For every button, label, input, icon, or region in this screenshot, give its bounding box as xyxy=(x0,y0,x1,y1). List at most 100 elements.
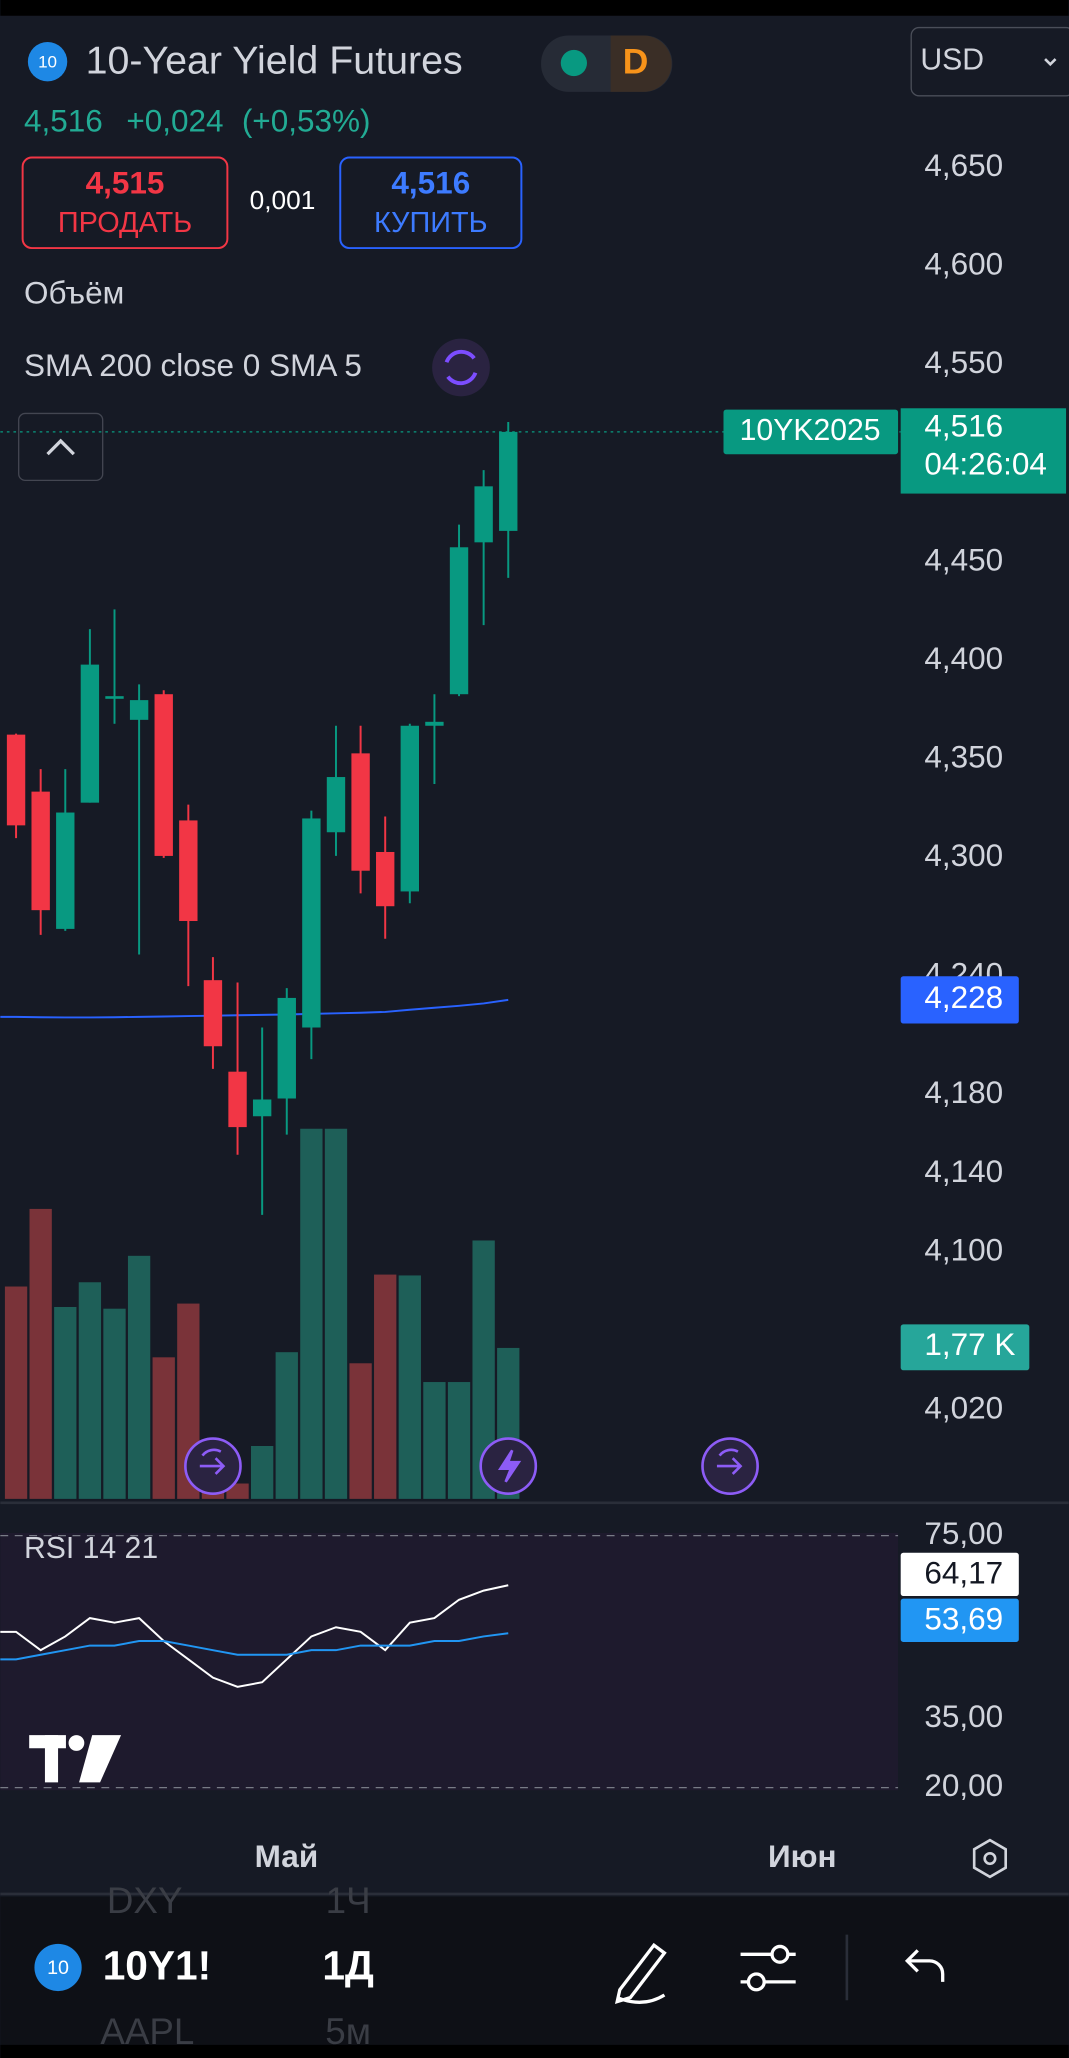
change-pct: (+0,53%) xyxy=(242,103,371,139)
y-tick-label: 4,550 xyxy=(924,344,1003,380)
undo-button[interactable] xyxy=(904,1949,945,1982)
sell-label: ПРОДАТЬ xyxy=(58,207,192,239)
volume-bar xyxy=(398,1275,421,1499)
volume-bar xyxy=(423,1382,446,1499)
volume-bar xyxy=(54,1306,77,1499)
toolbar-badge-text: 10 xyxy=(47,1957,69,1979)
settings-icon[interactable] xyxy=(972,1838,1007,1879)
volume-bar xyxy=(472,1240,495,1499)
volume-bar xyxy=(300,1128,323,1499)
nav-bar xyxy=(0,2044,1069,2058)
volume-indicator[interactable]: Объём xyxy=(24,275,124,311)
status-bar xyxy=(0,0,1069,16)
collapse-icon xyxy=(46,438,75,456)
event-glyph xyxy=(716,1448,743,1475)
interval-badge: D xyxy=(623,42,649,82)
y-tick-label: 4,100 xyxy=(924,1232,1003,1268)
rsi-line xyxy=(0,1632,509,1661)
toolbar-interval[interactable]: 1Д xyxy=(322,1943,374,1989)
volume-bar xyxy=(324,1128,348,1499)
price: 4,516 xyxy=(24,103,103,139)
toolbar-symbol[interactable]: 10Y1! xyxy=(103,1943,212,1989)
volume-bar xyxy=(29,1208,52,1499)
candle-body xyxy=(179,820,198,922)
rsi-tick-label: 20,00 xyxy=(924,1767,1003,1803)
symbol-tag: 10YK2025 xyxy=(740,414,881,447)
price-badge-value: 4,516 xyxy=(924,407,1003,443)
y-tick-label: 4,400 xyxy=(924,640,1003,676)
candle-body xyxy=(6,734,26,826)
sell-price: 4,515 xyxy=(86,164,165,200)
y-tick-label: 4,140 xyxy=(924,1153,1003,1189)
x-tick-label: Июн xyxy=(768,1838,837,1874)
event-glyph xyxy=(199,1448,226,1475)
rsi-badge xyxy=(900,1598,1019,1642)
volume-bar xyxy=(4,1286,28,1499)
sma-indicator[interactable]: SMA 200 close 0 SMA 5 xyxy=(24,347,362,383)
candle-body xyxy=(474,486,493,543)
candle-body xyxy=(326,777,346,833)
buy-button[interactable] xyxy=(339,156,523,250)
settings-button[interactable] xyxy=(740,1944,796,1992)
volume-bar xyxy=(127,1255,151,1499)
rsi-plot: 75,00 35,00 20,00 64,17 53,69 xyxy=(0,1515,1019,1803)
event-glyph xyxy=(497,1449,522,1483)
volume-bar xyxy=(251,1445,274,1499)
volume-bar xyxy=(275,1352,298,1499)
rsi-tick-label: 35,00 xyxy=(924,1698,1003,1734)
candle-body xyxy=(228,1071,247,1128)
candle-body xyxy=(80,664,100,803)
volume-bar xyxy=(152,1357,175,1499)
settings-dot xyxy=(983,1851,997,1866)
title: 10-Year Yield Futures xyxy=(86,38,463,82)
currency-select[interactable] xyxy=(910,26,1069,97)
candle-body xyxy=(499,431,518,531)
volume-bar xyxy=(103,1308,126,1499)
y-tick-label: 4,650 xyxy=(924,147,1003,183)
x-tick-label: Май xyxy=(255,1838,319,1874)
candle-body xyxy=(351,753,370,871)
draw-button[interactable] xyxy=(614,1942,667,2004)
symbol-tag-bg xyxy=(723,409,899,455)
rsi-tick-label: 75,00 xyxy=(924,1515,1003,1551)
market-dot xyxy=(560,49,587,77)
candle-body xyxy=(154,694,173,856)
candle-body xyxy=(252,1099,272,1117)
volume-badge-value: 1,77 K xyxy=(924,1326,1015,1362)
rsi-badge-value: 53,69 xyxy=(924,1600,1003,1636)
buy-price: 4,516 xyxy=(391,164,470,200)
refresh-button[interactable] xyxy=(432,338,490,397)
rsi-badge-value: 64,17 xyxy=(924,1554,1003,1590)
y-tick-label: 4,350 xyxy=(924,739,1003,775)
candle-body xyxy=(105,696,124,699)
sell-button[interactable] xyxy=(21,156,229,250)
y-tick-label: 4,300 xyxy=(924,837,1003,873)
chevron xyxy=(1044,58,1057,67)
price-countdown: 04:26:04 xyxy=(924,445,1047,481)
volume-bar xyxy=(78,1282,102,1499)
spread: 0,001 xyxy=(250,185,316,215)
candle-body xyxy=(400,725,419,892)
symbol-badge-text: 10 xyxy=(38,53,57,72)
candle-body xyxy=(302,818,321,1028)
candle-body xyxy=(203,980,223,1047)
rsi-title: RSI 14 21 xyxy=(24,1532,158,1565)
collapse-button[interactable] xyxy=(18,412,104,482)
rsi-pane xyxy=(0,1533,899,1791)
buy-label: КУПИТЬ xyxy=(374,207,488,239)
candle-body xyxy=(376,851,395,907)
sma-badge-value: 4,228 xyxy=(924,979,1003,1015)
symbol-badge xyxy=(27,42,68,82)
candle-body xyxy=(277,997,296,1099)
rsi-badge xyxy=(900,1552,1019,1596)
prev-symbol[interactable]: DXY xyxy=(107,1880,183,1921)
candle-body xyxy=(449,547,469,695)
plot: 4,6504,6004,5504,4504,4004,3504,3004,240… xyxy=(0,147,1067,1874)
candle-body xyxy=(31,791,50,911)
change: +0,024 xyxy=(126,103,223,139)
interval-bg xyxy=(610,35,672,92)
rsi-line xyxy=(0,1584,509,1688)
prev-interval[interactable]: 1Ч xyxy=(326,1880,371,1921)
price-badge xyxy=(900,408,1067,494)
refresh-icon xyxy=(444,349,478,386)
